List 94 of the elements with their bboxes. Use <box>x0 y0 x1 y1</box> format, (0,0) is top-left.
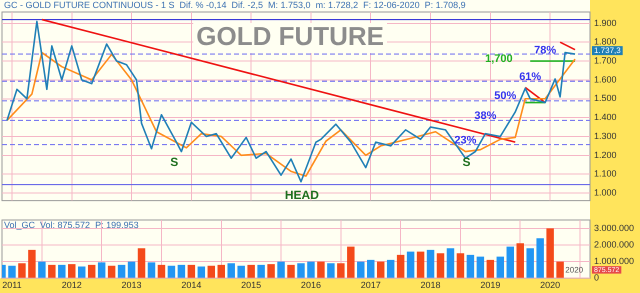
x-tick-label: 2017 <box>360 280 381 290</box>
x-tick-label: 2014 <box>181 280 202 290</box>
bar <box>337 263 345 278</box>
y-tick-label: 1.100 <box>594 168 617 179</box>
bar <box>426 250 434 278</box>
bar <box>188 264 196 278</box>
text: 1.737,3 <box>594 46 622 55</box>
bar <box>386 260 394 278</box>
bar <box>247 264 255 278</box>
bar <box>98 262 106 278</box>
bar <box>536 238 544 278</box>
x-tick-label: 2019 <box>480 280 500 290</box>
y-tick-label: 1.200 <box>594 150 617 160</box>
bar <box>58 264 66 278</box>
bar <box>317 262 325 278</box>
bar <box>396 254 404 278</box>
bar <box>88 264 96 278</box>
y-tick-label: 3.000.000 <box>594 222 634 233</box>
bar <box>198 266 206 278</box>
annotation: 38% <box>474 110 497 122</box>
bar <box>466 254 474 278</box>
x-tick-label: 2012 <box>62 280 82 290</box>
bar <box>138 248 146 278</box>
x-tick-label: 2015 <box>241 280 262 290</box>
bar <box>436 253 444 278</box>
chart-title: GOLD FUTURE <box>196 21 384 52</box>
bar <box>506 246 514 278</box>
annotation: 2020 <box>565 265 584 274</box>
bar <box>526 248 534 278</box>
bar <box>8 266 16 278</box>
bar <box>128 262 136 278</box>
text: GC - GOLD FUTURE CONTINUOUS - 1 S Dif. % -0,14 Dif. -2,5 M: 1.753,0 m: 1.728,2 F: 12-06-2020 P: 1.708,9 <box>4 0 466 10</box>
bar <box>287 264 295 278</box>
y-tick-label: 2.000.000 <box>594 239 634 250</box>
bar <box>277 262 285 278</box>
bar <box>297 263 305 278</box>
y-tick-label: 1.400 <box>594 112 617 122</box>
bar <box>48 264 56 278</box>
annotation: HEAD <box>284 188 320 202</box>
y-tick-label: 1.900 <box>594 18 617 28</box>
x-tick-label: 2018 <box>420 280 441 290</box>
x-tick-label: 2011 <box>2 280 22 290</box>
y-tick-label: 1.500 <box>594 93 617 104</box>
annotation: 23% <box>454 134 477 146</box>
annotation: Vol_GC Vol: 875.572 P: 199.953 <box>4 220 139 230</box>
bar <box>546 228 554 278</box>
annotation: 1,700 <box>485 53 513 66</box>
bar <box>446 248 454 278</box>
bar <box>28 250 36 278</box>
annotation: 61% <box>519 71 542 84</box>
bar <box>168 266 176 278</box>
bar <box>78 266 86 278</box>
x-tick-label: 2013 <box>122 280 142 290</box>
bar <box>307 262 315 278</box>
bar <box>218 264 225 278</box>
bar <box>118 264 126 278</box>
bar <box>158 264 166 278</box>
bar <box>347 246 355 278</box>
bar <box>68 264 76 278</box>
y-tick-label: 1.800 <box>594 36 617 47</box>
annotation: S <box>170 155 178 170</box>
bar <box>516 243 524 278</box>
bar <box>18 263 26 278</box>
y-tick-label: 0 <box>594 272 600 283</box>
bar <box>556 262 564 278</box>
y-tick-label: 1.000.000 <box>594 256 634 266</box>
bar <box>456 253 464 278</box>
bar <box>227 263 235 278</box>
bar <box>486 260 494 278</box>
bar <box>108 266 116 278</box>
annotation: 78% <box>534 44 556 57</box>
bar <box>416 252 424 278</box>
bar <box>148 262 156 278</box>
bar <box>327 263 335 278</box>
y-tick-label: 1.000 <box>594 188 617 198</box>
bar <box>406 252 414 278</box>
bar <box>357 262 365 278</box>
x-tick-label: 2016 <box>300 280 321 290</box>
bar <box>496 256 504 278</box>
annotation: 50% <box>494 90 517 102</box>
bar <box>367 260 374 278</box>
y-tick-label: 1.700 <box>594 56 617 66</box>
bar <box>257 264 265 278</box>
bar <box>476 256 484 278</box>
bar <box>178 264 186 278</box>
bar <box>38 262 46 278</box>
annotation: S <box>462 155 471 170</box>
x-tick-label: 2020 <box>540 280 560 290</box>
y-tick-label: 1.300 <box>594 130 617 141</box>
y-tick-label: 1.600 <box>594 74 617 84</box>
bar <box>376 262 384 278</box>
bar <box>208 266 216 278</box>
bar <box>237 266 245 278</box>
bar <box>267 264 275 278</box>
